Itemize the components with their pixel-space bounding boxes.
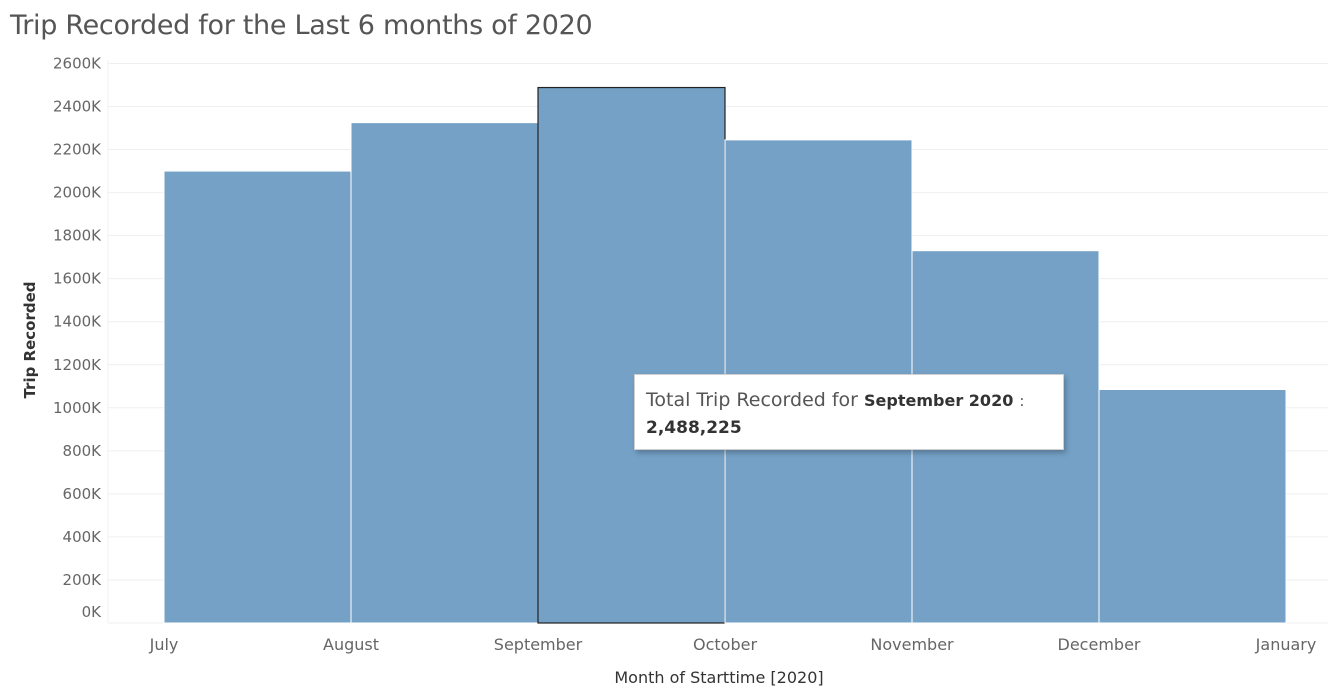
y-tick-label-13: 2600K <box>53 54 102 72</box>
x-axis-ticks: July August September October November Decemb… <box>149 635 1317 654</box>
tooltip-colon: : <box>1019 392 1025 410</box>
y-tick-label-11: 2200K <box>53 141 102 159</box>
tooltip-prefix: Total Trip Recorded for <box>646 389 858 411</box>
bar-july[interactable] <box>163 170 352 624</box>
y-axis-title: Trip Recorded <box>21 281 39 398</box>
x-tick-label-september: September <box>494 635 583 654</box>
tooltip: Total Trip Recorded for September 2020 :… <box>634 374 1064 450</box>
y-axis-ticks: 0K 200K 400K 600K 800K 1000K 1200K 1400K 1600K 18… <box>53 54 102 621</box>
y-tick-label-3: 600K <box>63 485 103 503</box>
y-tick-label-0: 0K <box>82 603 103 621</box>
x-tick-label-august: August <box>323 635 379 654</box>
y-tick-label-4: 800K <box>63 442 103 460</box>
chart-title: Trip Recorded for the Last 6 months of 2… <box>10 10 593 41</box>
x-axis-title: Month of Starttime [2020] <box>614 668 823 687</box>
y-tick-label-10: 2000K <box>53 184 102 202</box>
bar-december[interactable] <box>1098 389 1287 624</box>
bar-september[interactable] <box>537 86 726 624</box>
x-tick-label-december: December <box>1058 635 1141 654</box>
y-tick-label-12: 2400K <box>53 98 102 116</box>
x-tick-label-october: October <box>693 635 757 654</box>
y-tick-label-2: 400K <box>63 528 103 546</box>
tooltip-header: Total Trip Recorded for September 2020 : <box>646 386 1052 415</box>
y-tick-label-7: 1400K <box>53 313 102 331</box>
y-tick-label-6: 1200K <box>53 356 102 374</box>
y-tick-label-8: 1600K <box>53 270 102 288</box>
bars <box>163 86 1287 624</box>
tooltip-month: September 2020 <box>864 391 1014 410</box>
bar-august[interactable] <box>350 122 539 624</box>
y-tick-label-5: 1000K <box>53 399 102 417</box>
tooltip-value: 2,488,225 <box>646 418 742 438</box>
y-tick-label-1: 200K <box>63 571 103 589</box>
x-tick-label-july: July <box>149 635 179 654</box>
x-tick-label-january: January <box>1255 635 1317 654</box>
x-tick-label-november: November <box>870 635 954 654</box>
y-tick-label-9: 1800K <box>53 227 102 245</box>
